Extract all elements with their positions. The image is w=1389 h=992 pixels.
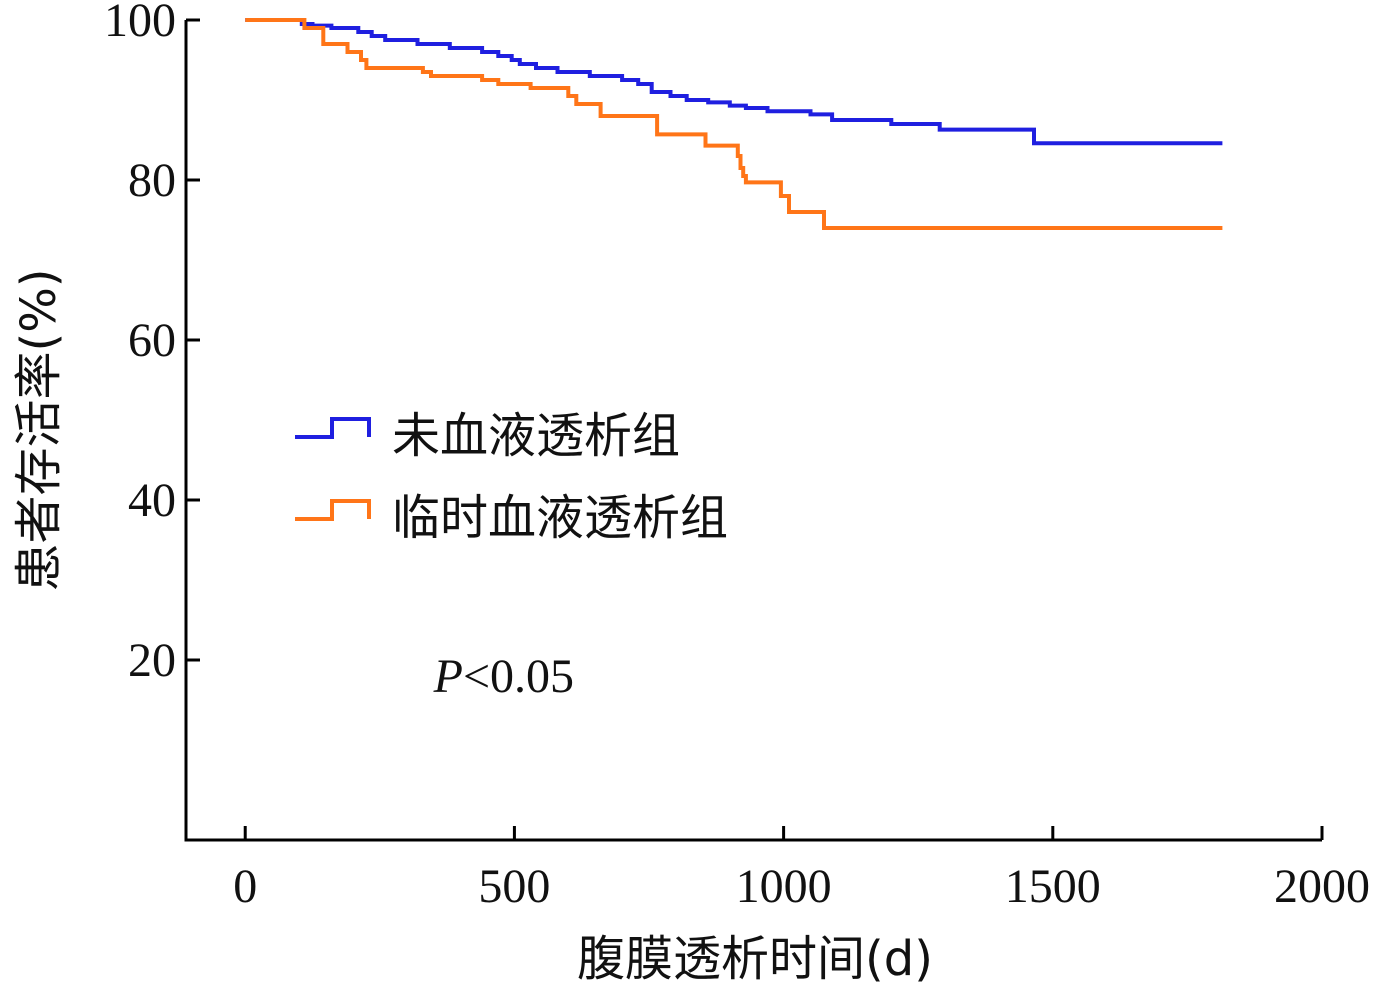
x-tick-label: 1500	[1005, 860, 1101, 913]
series-line-1	[245, 18, 1223, 146]
y-tick-label: 100	[104, 0, 176, 47]
legend-label-2: 临时血液透析组	[392, 490, 728, 546]
legend-swatch-1	[295, 417, 371, 439]
p-threshold: <0.05	[463, 650, 574, 703]
series-line-2	[245, 18, 1223, 230]
y-tick-label: 20	[128, 634, 176, 687]
y-tick-label: 60	[128, 314, 176, 367]
legend-swatch-2	[295, 499, 371, 521]
p-value-annotation: P<0.05	[433, 650, 574, 703]
x-tick-label: 0	[233, 860, 257, 913]
legend-label-1: 未血液透析组	[392, 408, 680, 464]
x-tick-label: 1000	[736, 860, 832, 913]
y-tick-label: 40	[128, 474, 176, 527]
series-layer	[245, 18, 1223, 230]
y-tick-label: 80	[128, 154, 176, 207]
x-tick-label: 500	[478, 860, 550, 913]
p-symbol: P	[433, 650, 463, 703]
y-axis-title: 患者存活率(%)	[11, 268, 67, 591]
x-axis-title: 腹膜透析时间(d)	[577, 931, 933, 987]
x-tick-label: 2000	[1274, 860, 1370, 913]
